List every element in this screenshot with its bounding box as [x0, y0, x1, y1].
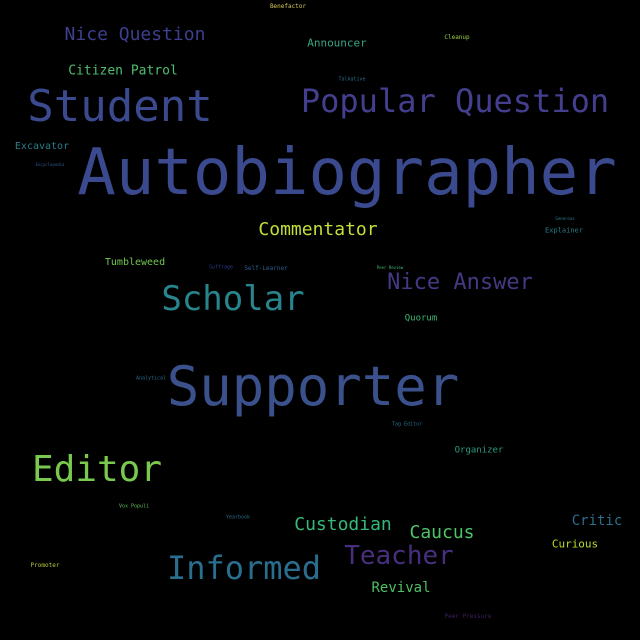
word-peer-review: Peer Review	[376, 265, 404, 270]
word-autobiographer: Autobiographer	[77, 136, 617, 210]
word-editor: Editor	[31, 449, 163, 490]
word-nice-answer: Nice Answer	[387, 270, 533, 295]
word-organizer: Organizer	[454, 445, 504, 456]
word-custodian: Custodian	[294, 514, 392, 535]
word-curious: Curious	[551, 537, 599, 551]
word-citizen-patrol: Citizen Patrol	[68, 63, 178, 79]
word-cleanup: Cleanup	[444, 34, 470, 41]
word-student: Student	[27, 81, 213, 132]
word-tumbleweed: Tumbleweed	[104, 257, 166, 268]
word-talkative: Talkative	[338, 76, 366, 83]
word-supporter: Supporter	[166, 355, 460, 418]
word-suffrage: Suffrage	[208, 264, 234, 271]
word-yearbook: Yearbook	[225, 514, 251, 521]
word-scholar: Scholar	[161, 279, 305, 319]
word-quorum: Quorum	[404, 313, 438, 324]
word-excavator: Excavator	[14, 141, 70, 152]
word-benefactor: Benefactor	[269, 3, 307, 10]
word-commentator: Commentator	[258, 219, 378, 240]
word-analytical: Analytical	[135, 375, 167, 382]
word-popular-question: Popular Question	[300, 82, 610, 120]
word-vox-populi: Vox Populi	[118, 503, 150, 510]
word-informed: Informed	[166, 549, 322, 587]
word-encyclopedia: Encyclopedia	[35, 162, 65, 167]
word-teacher: Teacher	[344, 541, 454, 571]
word-nice-question: Nice Question	[64, 24, 206, 45]
word-caucus: Caucus	[409, 522, 475, 543]
word-revival: Revival	[371, 580, 431, 596]
word-self-learner: Self-Learner	[244, 265, 288, 272]
word-promoter: Promoter	[30, 562, 60, 569]
word-generous: Generous	[555, 216, 575, 221]
word-tag-editor: Tag Editor	[391, 421, 423, 428]
word-critic: Critic	[571, 513, 623, 529]
word-explainer: Explainer	[545, 226, 583, 235]
word-announcer: Announcer	[307, 36, 367, 50]
word-peer-pressure: Peer Pressure	[444, 613, 492, 620]
